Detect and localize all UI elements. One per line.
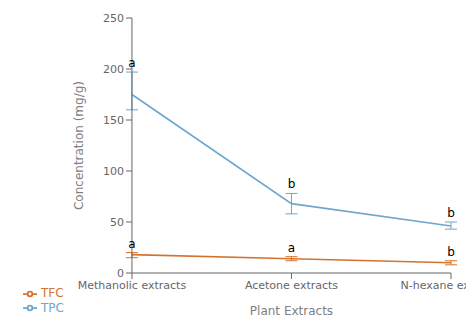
svg-text:250: 250 <box>103 12 124 25</box>
svg-text:50: 50 <box>110 216 124 229</box>
svg-text:Methanolic extracts: Methanolic extracts <box>78 279 187 292</box>
svg-text:0: 0 <box>117 267 124 280</box>
svg-text:150: 150 <box>103 114 124 127</box>
html-text:TFC: TFC <box>41 286 64 300</box>
svg-text:Acetone extracts: Acetone extracts <box>245 279 338 292</box>
html-text:TPC: TPC <box>41 300 64 315</box>
svg-text:a: a <box>128 237 135 251</box>
svg-text:b: b <box>447 245 455 259</box>
svg-text:N-hexane extracts: N-hexane extracts <box>401 279 466 292</box>
svg-text:Plant Extracts: Plant Extracts <box>250 304 333 318</box>
svg-text:100: 100 <box>103 165 124 178</box>
svg-text:b: b <box>288 177 296 191</box>
svg-text:Concentration (mg/g): Concentration (mg/g) <box>72 81 86 210</box>
svg-text:a: a <box>128 56 135 70</box>
svg-text:a: a <box>288 241 295 255</box>
svg-text:200: 200 <box>103 63 124 76</box>
svg-text:b: b <box>447 206 455 220</box>
